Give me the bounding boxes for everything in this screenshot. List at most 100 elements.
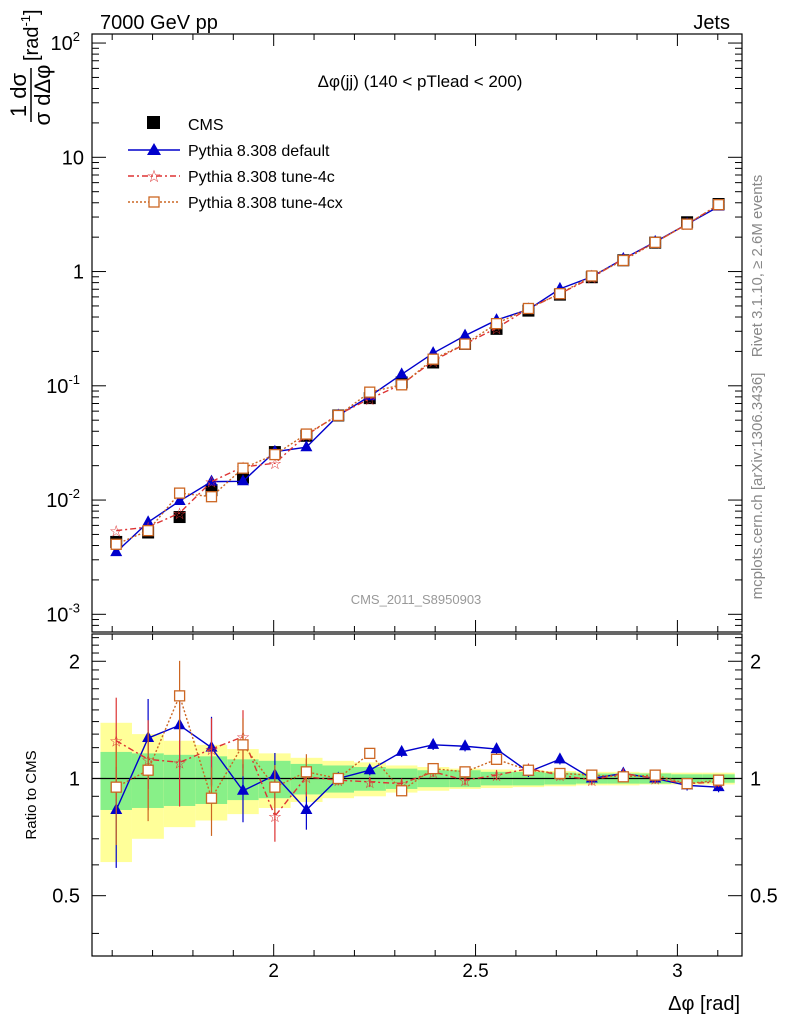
analysis-watermark: CMS_2011_S8950903 [351, 592, 482, 607]
ratio-point [300, 766, 313, 778]
data-point: ☆ [204, 475, 218, 492]
x-tick-label: 2.5 [462, 961, 488, 982]
ratio-y-tick-label-right: 2 [750, 651, 761, 673]
ratio-y-label: Ratio to CMS [23, 750, 40, 839]
x-tick-label: 3 [672, 961, 683, 982]
ratio-point [490, 753, 503, 765]
ratio-point [173, 690, 186, 702]
ratio-point [205, 792, 218, 804]
data-point [142, 515, 155, 527]
data-point: ☆ [172, 506, 186, 523]
data-point [173, 494, 186, 506]
data-point [269, 448, 281, 461]
data-point [300, 428, 313, 440]
legend-label-cms: CMS [188, 117, 224, 134]
ratio-point: ☆ [204, 742, 218, 759]
ratio-point [490, 742, 503, 754]
data-point [205, 474, 218, 486]
ratio-point [712, 774, 725, 786]
legend-label-default: Pythia 8.308 default [188, 143, 330, 160]
rivet-label: Rivet 3.1.10, ≥ 2.6M events [749, 175, 766, 358]
x-axis-label: Δφ [rad] [668, 993, 740, 1015]
ratio-point [554, 767, 566, 780]
ratio-y-tick-label-right: 0.5 [750, 886, 778, 908]
data-point [712, 199, 725, 211]
header-right: Jets [693, 12, 730, 34]
ratio-y-tick-label: 1 [69, 768, 80, 790]
mcplots-label: mcplots.cern.ch [arXiv:1306.3436] [749, 373, 766, 600]
ratio-point [300, 802, 313, 814]
ratio-point [269, 781, 281, 793]
data-point [522, 302, 535, 315]
plot-title: Δφ(jj) (140 < pTlead < 200) [318, 72, 523, 91]
data-point [364, 386, 376, 398]
legend-label-tune4c: Pythia 8.308 tune-4c [188, 169, 335, 186]
data-point [396, 379, 408, 391]
ratio-uncertainty-band [100, 722, 735, 863]
ratio-point [142, 764, 154, 776]
ratio-frame [91, 633, 743, 957]
data-point [617, 254, 629, 267]
data-point [173, 487, 186, 499]
ratio-y-tick-label: 0.5 [52, 886, 80, 908]
y-tick-label: 10-2 [46, 486, 80, 512]
main-frame [91, 33, 743, 633]
data-point: ☆ [109, 524, 123, 541]
y-tick-label: 10-3 [46, 600, 80, 626]
legend: CMS Pythia 8.308 default ☆ Pythia 8.308 … [128, 116, 343, 212]
data-point [586, 270, 598, 282]
ratio-y-tick-label-right: 1 [750, 768, 761, 790]
x-tick-label: 2 [268, 961, 279, 982]
data-point [681, 218, 693, 230]
legend-marker-tune4cx [148, 196, 160, 208]
legend-marker-tune4c: ☆ [146, 167, 161, 186]
ratio-point [459, 766, 471, 778]
legend-label-tune4cx: Pythia 8.308 tune-4cx [188, 195, 343, 212]
cms-data-point [173, 511, 186, 524]
main-axes: 10-3 10-2 10-1 1 10 102 [46, 29, 743, 633]
data-point [459, 338, 471, 350]
ratio-point: ☆ [172, 755, 186, 772]
main-series: ☆☆☆☆☆☆☆☆☆☆☆☆☆☆☆☆☆☆☆☆ [109, 198, 726, 557]
ratio-point: ☆ [109, 734, 123, 751]
ratio-point [427, 762, 439, 775]
ratio-point: ☆ [268, 809, 282, 826]
y-label-denominator: σ dΔφ [30, 65, 55, 126]
data-point [459, 328, 472, 340]
ratio-point [236, 783, 249, 795]
data-point [427, 353, 439, 365]
ratio-point [617, 771, 629, 783]
data-point [490, 317, 503, 330]
ratio-point [237, 739, 249, 751]
y-tick-label: 102 [51, 29, 80, 55]
ratio-point [395, 744, 408, 756]
ratio-point [586, 769, 598, 781]
y-tick-label: 1 [73, 262, 84, 284]
ratio-point [459, 739, 472, 751]
y-label-numerator: 1 dσ [6, 73, 31, 118]
ratio-y-tick-label: 2 [69, 651, 80, 673]
ratio-point [396, 785, 408, 797]
data-point [554, 288, 566, 300]
data-point [395, 367, 408, 379]
data-point [110, 538, 122, 550]
ratio-point [364, 747, 376, 760]
data-point [142, 524, 154, 537]
ratio-point: ☆ [363, 775, 377, 792]
ratio-point [110, 781, 122, 793]
y-tick-label: 10-1 [46, 372, 80, 398]
header-left: 7000 GeV pp [100, 12, 218, 34]
ratio-point [649, 769, 661, 781]
y-tick-label: 10 [62, 147, 84, 169]
ratio-point: ☆ [489, 768, 503, 785]
ratio-point [363, 763, 376, 775]
ratio-point [427, 737, 440, 749]
ratio-axes: 2 2.5 3 0.5 0.5 1 1 2 2 [52, 633, 778, 982]
data-point: ☆ [268, 456, 282, 473]
y-label-unit: [rad-1] [18, 9, 43, 61]
ratio-point [522, 764, 535, 776]
legend-marker-default [147, 143, 161, 155]
data-point [300, 440, 313, 452]
main-y-label: 1 dσ σ dΔφ [rad-1] [6, 9, 55, 125]
